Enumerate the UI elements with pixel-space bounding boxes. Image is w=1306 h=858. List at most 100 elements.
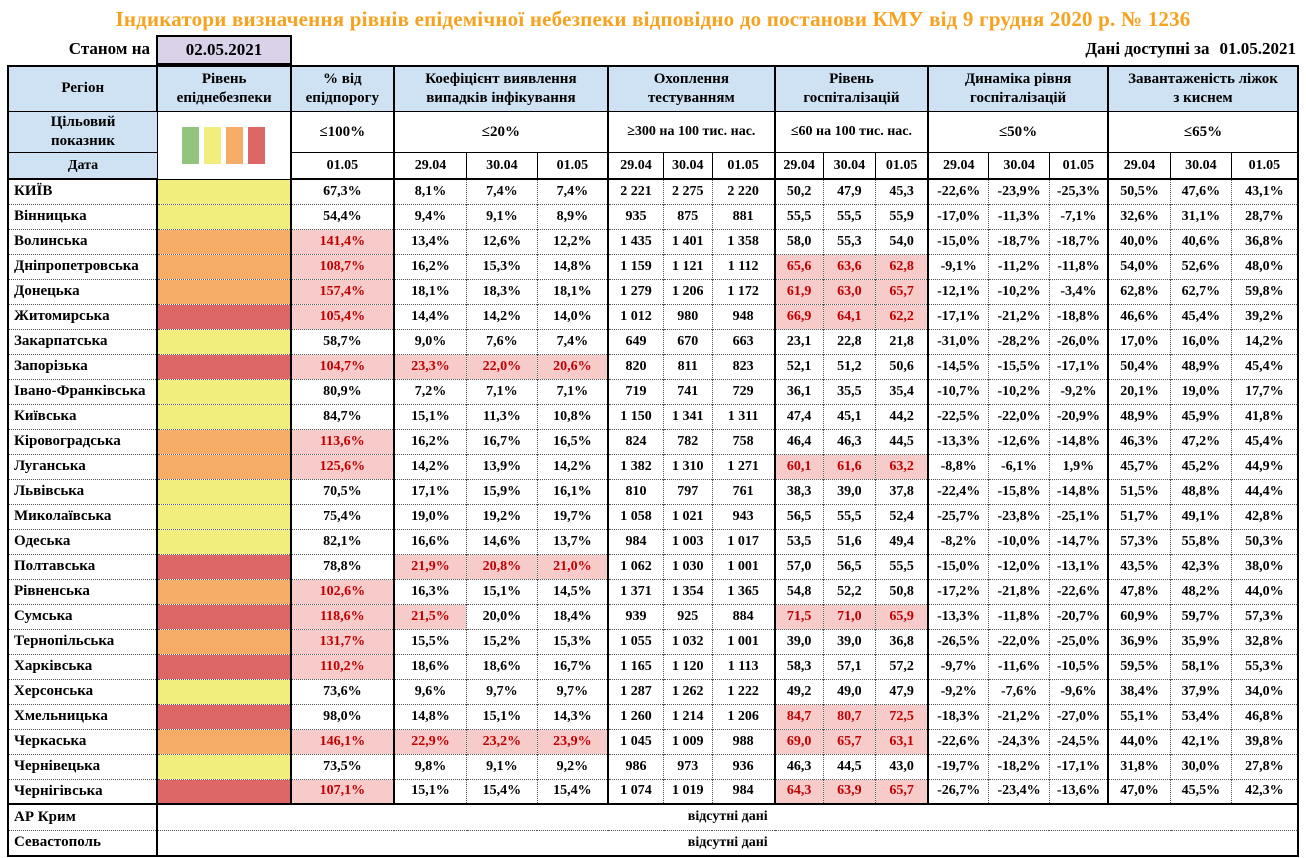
data-cell: 63,0 bbox=[822, 278, 876, 304]
data-cell: 17,1% bbox=[392, 478, 467, 504]
data-cell: 1 009 bbox=[663, 728, 713, 754]
data-cell: 16,1% bbox=[536, 478, 608, 504]
table-row: Херсонська 73,6% 9,6% 9,7% 9,7% 1 287 1 262 1 2… bbox=[8, 678, 1298, 704]
region-name: Житомирська bbox=[8, 303, 158, 329]
data-cell: 73,6% bbox=[289, 678, 394, 704]
data-cell: 1 062 bbox=[606, 553, 664, 579]
data-cell: 782 bbox=[663, 428, 713, 454]
data-cell: 948 bbox=[711, 303, 775, 329]
legend-swatch bbox=[248, 126, 266, 164]
table-row: Тернопільська 131,7% 15,5% 15,2% 15,3% 1 055 1… bbox=[8, 628, 1298, 654]
data-cell: 38,3 bbox=[773, 478, 824, 504]
data-cell: -13,3% bbox=[927, 603, 989, 629]
region-name: Черкаська bbox=[8, 728, 158, 754]
data-cell: 49,0 bbox=[822, 678, 876, 704]
table-row: Черкаська 146,1% 22,9% 23,2% 23,9% 1 045 1 009… bbox=[8, 728, 1298, 754]
region-name: Полтавська bbox=[8, 553, 158, 579]
table-row: Миколаївська 75,4% 19,0% 19,2% 19,7% 1 058 1 0… bbox=[8, 503, 1298, 529]
data-cell: 9,8% bbox=[392, 753, 467, 779]
data-cell: 65,9 bbox=[875, 603, 929, 629]
data-cell: 38,4% bbox=[1106, 678, 1171, 704]
table-row: Хмельницька 98,0% 14,8% 15,1% 14,3% 1 260 1 21… bbox=[8, 703, 1298, 729]
data-cell: 49,4 bbox=[875, 528, 929, 554]
data-cell: 16,6% bbox=[392, 528, 467, 554]
data-cell: 14,8% bbox=[392, 703, 467, 729]
column-header-oxygen-beds: Завантаженість ліжок з киснем bbox=[1106, 65, 1299, 112]
data-cell: 64,1 bbox=[822, 303, 876, 329]
column-header-pct-threshold: % від епідпорогу bbox=[289, 65, 395, 112]
data-cell: 61,9 bbox=[773, 278, 824, 304]
data-cell: -11,6% bbox=[988, 653, 1050, 679]
data-cell: -17,1% bbox=[927, 303, 989, 329]
data-cell: 15,3% bbox=[466, 253, 538, 279]
data-cell: -13,6% bbox=[1048, 778, 1108, 804]
data-cell: 1 206 bbox=[711, 703, 775, 729]
data-cell: -23,4% bbox=[988, 778, 1050, 804]
data-cell: 20,0% bbox=[466, 603, 538, 629]
data-cell: 41,8% bbox=[1230, 403, 1298, 429]
data-cell: 30,0% bbox=[1170, 753, 1232, 779]
data-cell: 16,2% bbox=[392, 253, 467, 279]
data-cell: 670 bbox=[663, 328, 713, 354]
region-name: Донецька bbox=[8, 278, 158, 304]
data-cell: 1 311 bbox=[711, 403, 775, 429]
as-of-date-box: 02.05.2021 bbox=[156, 35, 292, 65]
data-cell: 146,1% bbox=[289, 728, 394, 754]
region-name: Запорізька bbox=[8, 353, 158, 379]
date-header-cell: 30.04 bbox=[988, 152, 1050, 180]
data-cell: 45,4% bbox=[1230, 428, 1298, 454]
data-cell: 56,5 bbox=[822, 553, 876, 579]
data-cell: 1 260 bbox=[606, 703, 664, 729]
column-header-detection-coef: Коефіцієнт виявлення випадків інфікуванн… bbox=[392, 65, 609, 112]
data-cell: 14,2% bbox=[1230, 328, 1298, 354]
legend-swatch bbox=[204, 126, 222, 164]
data-cell: 2 221 bbox=[606, 178, 664, 204]
date-header-cell: 29.04 bbox=[773, 152, 824, 180]
data-cell: 47,9 bbox=[875, 678, 929, 704]
data-cell: 1 001 bbox=[711, 553, 775, 579]
data-cell: 56,5 bbox=[773, 503, 824, 529]
region-name: Волинська bbox=[8, 228, 158, 254]
data-cell: 1 341 bbox=[663, 403, 713, 429]
data-cell: 157,4% bbox=[289, 278, 394, 304]
data-cell: 48,9% bbox=[1170, 353, 1232, 379]
data-cell: 7,4% bbox=[536, 328, 608, 354]
data-cell: 719 bbox=[606, 378, 664, 404]
data-cell: 47,0% bbox=[1106, 778, 1171, 804]
date-header-cell: 30.04 bbox=[1170, 152, 1232, 180]
date-header-cell: 01.05 bbox=[1230, 152, 1299, 180]
data-cell: 46,8% bbox=[1230, 703, 1298, 729]
data-cell: 761 bbox=[711, 478, 775, 504]
data-cell: 55,5 bbox=[773, 203, 824, 229]
data-cell: 69,0 bbox=[773, 728, 824, 754]
data-cell: 63,2 bbox=[875, 453, 929, 479]
data-cell: 2 220 bbox=[711, 178, 775, 204]
data-cell: -24,5% bbox=[1048, 728, 1108, 754]
data-cell: 984 bbox=[711, 778, 775, 804]
data-cell: 15,3% bbox=[536, 628, 608, 654]
date-header-cell: 29.04 bbox=[927, 152, 990, 180]
data-cell: 1 058 bbox=[606, 503, 664, 529]
data-cell: 65,7 bbox=[822, 728, 876, 754]
data-cell: 48,8% bbox=[1170, 478, 1232, 504]
table-row: Львівська 70,5% 17,1% 15,9% 16,1% 810 797 761 38… bbox=[8, 478, 1298, 504]
data-cell: 1 365 bbox=[711, 578, 775, 604]
region-name: Херсонська bbox=[8, 678, 158, 704]
data-cell: 14,0% bbox=[536, 303, 608, 329]
data-cell: 14,6% bbox=[466, 528, 538, 554]
date-row-label: Дата bbox=[7, 152, 158, 180]
date-header-cell: 01.05 bbox=[536, 152, 609, 180]
data-cell: 54,8 bbox=[773, 578, 824, 604]
data-cell: 1 030 bbox=[663, 553, 713, 579]
table-row: Донецька 157,4% 18,1% 18,3% 18,1% 1 279 1 206 1… bbox=[8, 278, 1298, 304]
data-cell: 8,1% bbox=[392, 178, 467, 204]
target-testing: ≥300 на 100 тис. нас. bbox=[606, 111, 776, 153]
data-cell: -14,7% bbox=[1048, 528, 1108, 554]
data-cell: 42,3% bbox=[1230, 778, 1298, 804]
data-cell: 75,4% bbox=[289, 503, 394, 529]
data-cell: 935 bbox=[606, 203, 664, 229]
data-cell: 47,4 bbox=[773, 403, 824, 429]
data-cell: -9,2% bbox=[1048, 378, 1108, 404]
data-cell: 13,9% bbox=[466, 453, 538, 479]
data-cell: 45,1 bbox=[822, 403, 876, 429]
